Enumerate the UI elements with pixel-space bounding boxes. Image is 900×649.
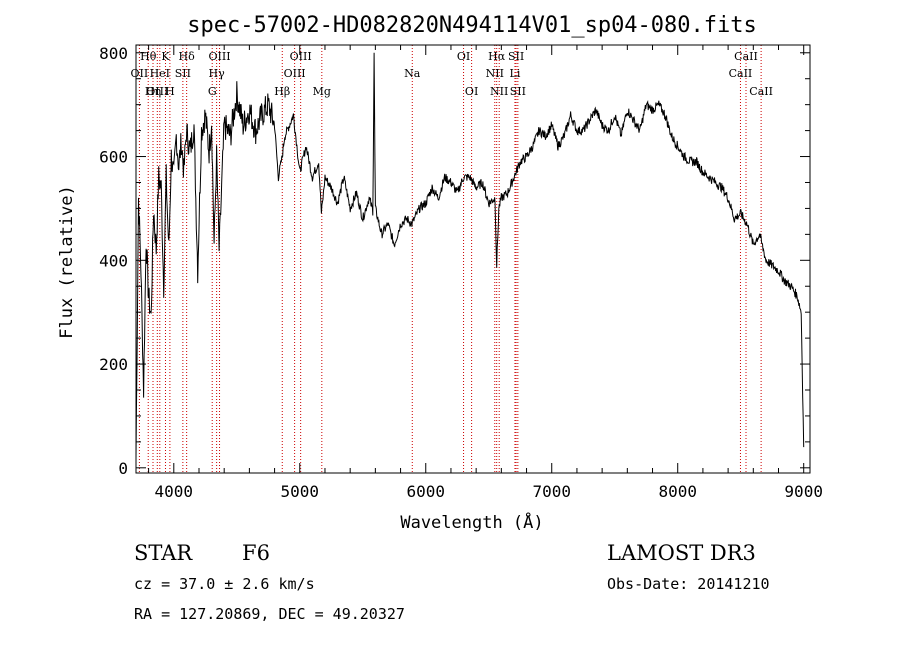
y-tick-label: 200 xyxy=(99,355,128,374)
spectral-line-label: Li xyxy=(510,67,521,80)
spectral-line-label: HeI xyxy=(150,67,170,80)
spectral-line-label: Na xyxy=(404,67,421,80)
x-axis-ticks: 4000 5000 6000 7000 8000 9000 xyxy=(148,45,823,501)
spectral-line-label: CaII xyxy=(749,85,773,98)
flux-series-line xyxy=(135,52,805,458)
coordinates: RA = 127.20869, DEC = 49.20327 xyxy=(134,605,405,623)
y-tick-label: 600 xyxy=(99,148,128,167)
spectral-line-label: Hβ xyxy=(274,85,290,98)
x-axis-label: Wavelength (Å) xyxy=(400,511,543,533)
spectral-line-label: SII xyxy=(508,50,524,63)
x-tick-label: 9000 xyxy=(784,482,823,501)
spectral-line-label: OI xyxy=(457,50,470,63)
subclass: F6 xyxy=(242,541,270,565)
spectral-line-label: OII xyxy=(131,67,149,80)
object-class: STAR xyxy=(134,541,193,565)
redshift-text: cz = 37.0 ± 2.6 km/s xyxy=(134,575,315,593)
plot-frame xyxy=(135,44,811,474)
x-tick-label: 8000 xyxy=(658,482,697,501)
y-axis-ticks: 0 200 400 600 800 xyxy=(99,44,810,478)
spectral-line-label: Mg xyxy=(313,85,331,98)
x-tick-label: 4000 xyxy=(155,482,194,501)
chart-title: spec-57002-HD082820N494114V01_sp04-080.f… xyxy=(187,13,757,38)
spectral-line-label: Hθ xyxy=(140,50,157,63)
spectral-line-label: OIII xyxy=(290,50,312,63)
spectral-line-label: SII xyxy=(510,85,526,98)
spectral-line-label: H xyxy=(165,85,175,98)
spectral-line-label: OIII xyxy=(284,67,306,80)
y-tick-label: 800 xyxy=(99,44,128,63)
spectral-line-label: Hη xyxy=(145,85,161,98)
x-tick-label: 6000 xyxy=(406,482,445,501)
spectral-line-label: Hγ xyxy=(209,67,226,80)
spectral-line-label: OIII xyxy=(146,85,168,98)
spectral-line-label: SII xyxy=(175,67,191,80)
spectral-line-label: G xyxy=(208,85,217,98)
spectral-line-label: NII xyxy=(486,67,504,80)
spectral-line-label: Hδ xyxy=(179,50,196,63)
spectral-line-label: CaII xyxy=(734,50,758,63)
survey-name: LAMOST DR3 xyxy=(607,541,756,565)
spectral-line-label: K xyxy=(161,50,170,63)
y-tick-label: 0 xyxy=(118,459,128,478)
spectral-line-label: OIII xyxy=(208,50,230,63)
obs-date: Obs-Date: 20141210 xyxy=(607,575,770,593)
y-axis-label: Flux (relative) xyxy=(57,185,77,339)
spectral-line-label: NII xyxy=(490,85,508,98)
spectral-line-label: Hα xyxy=(488,50,506,63)
spectral-line-markers xyxy=(138,45,762,473)
x-tick-label: 7000 xyxy=(532,482,571,501)
x-tick-label: 5000 xyxy=(281,482,320,501)
spectral-line-label: OI xyxy=(465,85,478,98)
spectral-line-label: CaII xyxy=(729,67,753,80)
y-tick-label: 400 xyxy=(99,251,128,270)
